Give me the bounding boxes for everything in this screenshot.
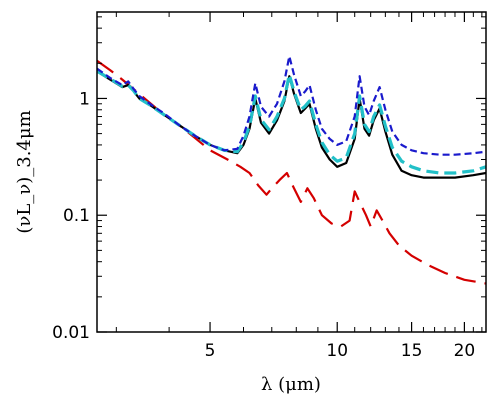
y-tick-label: 0.01	[52, 323, 90, 343]
tick-layer: 5 10 15 20 1 0.1 0.01	[52, 12, 486, 361]
plot-frame	[96, 11, 487, 333]
x-tick-label: 10	[326, 341, 348, 361]
y-tick-label: 1	[79, 89, 90, 109]
series-line-4	[97, 55, 486, 156]
x-axis-label: λ (μm)	[261, 374, 321, 395]
x-tick-label: 15	[401, 341, 423, 361]
y-tick-label: 0.1	[63, 206, 90, 226]
x-tick-label: 5	[205, 341, 216, 361]
x-tick-label: 20	[454, 341, 476, 361]
series-layer	[97, 55, 486, 285]
y-axis-label: (νL_ν)_3.4μm	[14, 110, 35, 233]
series-line-3	[97, 69, 486, 175]
